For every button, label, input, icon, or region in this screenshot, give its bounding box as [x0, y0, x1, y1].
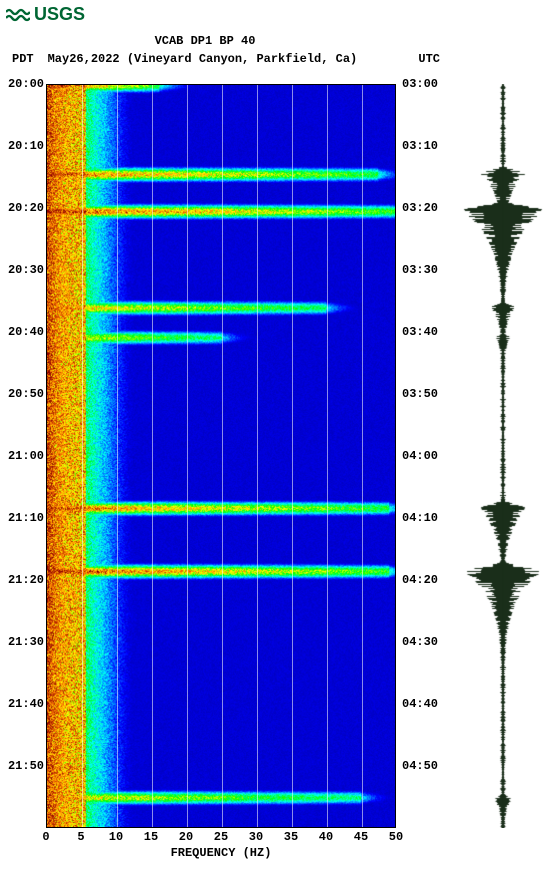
- x-tick: 5: [77, 830, 84, 844]
- usgs-logo: USGS: [6, 4, 85, 25]
- y-left-tick: 20:50: [2, 387, 44, 401]
- y-right-tick: 04:50: [402, 759, 442, 773]
- left-timezone-label: PDT: [12, 52, 34, 66]
- y-left-tick: 21:30: [2, 635, 44, 649]
- x-tick: 10: [109, 830, 123, 844]
- y-right-tick: 04:20: [402, 573, 442, 587]
- wave-icon: [6, 6, 30, 24]
- x-tick: 35: [284, 830, 298, 844]
- right-timezone-label: UTC: [418, 52, 440, 66]
- y-left-tick: 20:20: [2, 201, 44, 215]
- chart-title: VCAB DP1 BP 40: [0, 34, 410, 48]
- x-tick: 0: [42, 830, 49, 844]
- station-info: May26,2022 (Vineyard Canyon, Parkfield, …: [48, 52, 419, 66]
- x-tick: 30: [249, 830, 263, 844]
- y-left-tick: 20:30: [2, 263, 44, 277]
- y-left-tick: 20:40: [2, 325, 44, 339]
- x-tick: 15: [144, 830, 158, 844]
- usgs-text: USGS: [34, 4, 85, 25]
- y-axis-left-labels: 20:0020:1020:2020:3020:4020:5021:0021:10…: [2, 84, 44, 828]
- y-right-tick: 04:10: [402, 511, 442, 525]
- y-right-tick: 03:10: [402, 139, 442, 153]
- y-axis-right-labels: 03:0003:1003:2003:3003:4003:5004:0004:10…: [402, 84, 442, 828]
- chart-subtitle-row: PDT May26,2022 (Vineyard Canyon, Parkfie…: [0, 52, 440, 66]
- y-right-tick: 04:40: [402, 697, 442, 711]
- y-left-tick: 21:50: [2, 759, 44, 773]
- x-tick: 50: [389, 830, 403, 844]
- y-right-tick: 03:40: [402, 325, 442, 339]
- x-tick: 40: [319, 830, 333, 844]
- y-right-tick: 03:20: [402, 201, 442, 215]
- y-right-tick: 03:50: [402, 387, 442, 401]
- spectrogram-canvas: [47, 85, 395, 827]
- y-left-tick: 21:10: [2, 511, 44, 525]
- x-tick: 45: [354, 830, 368, 844]
- y-right-tick: 03:00: [402, 77, 442, 91]
- x-tick: 20: [179, 830, 193, 844]
- y-right-tick: 04:00: [402, 449, 442, 463]
- seismogram-canvas: [460, 84, 546, 828]
- y-right-tick: 04:30: [402, 635, 442, 649]
- x-axis-labels: 05101520253035404550: [46, 830, 396, 846]
- x-tick: 25: [214, 830, 228, 844]
- y-left-tick: 20:00: [2, 77, 44, 91]
- y-left-tick: 21:20: [2, 573, 44, 587]
- y-left-tick: 20:10: [2, 139, 44, 153]
- chart-header: VCAB DP1 BP 40 PDT May26,2022 (Vineyard …: [0, 34, 552, 66]
- spectrogram-plot: [46, 84, 396, 828]
- x-axis-title: FREQUENCY (HZ): [46, 846, 396, 860]
- y-right-tick: 03:30: [402, 263, 442, 277]
- y-left-tick: 21:40: [2, 697, 44, 711]
- seismogram-strip: [460, 84, 546, 828]
- y-left-tick: 21:00: [2, 449, 44, 463]
